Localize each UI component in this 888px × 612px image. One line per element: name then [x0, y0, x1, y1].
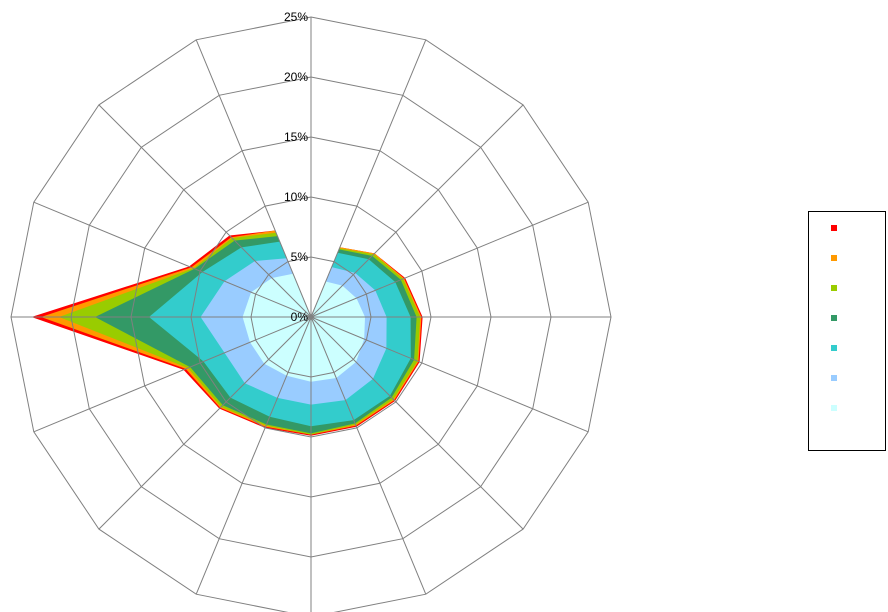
- radar-grid: [10, 16, 612, 612]
- radial-tick-labels: 0% 5% 10% 15% 20% 25%: [284, 10, 308, 324]
- grid-spoke: [310, 316, 427, 595]
- grid-spoke: [310, 104, 524, 318]
- legend-item: [831, 403, 837, 413]
- tick-label: 15%: [284, 130, 308, 144]
- legend-swatch: [831, 405, 837, 411]
- legend-swatch: [831, 225, 837, 231]
- tick-label: 25%: [284, 10, 308, 24]
- legend: [808, 211, 886, 451]
- grid-spoke: [98, 316, 312, 530]
- grid-spoke: [195, 39, 312, 318]
- legend-swatch: [831, 345, 837, 351]
- legend-swatch: [831, 315, 837, 321]
- tick-label: 10%: [284, 190, 308, 204]
- grid-spoke: [310, 201, 589, 318]
- legend-swatch: [831, 375, 837, 381]
- tick-label: 0%: [291, 310, 309, 324]
- grid-spoke: [310, 316, 589, 433]
- legend-item: [831, 283, 837, 293]
- tick-label: 5%: [291, 250, 309, 264]
- grid-spoke: [33, 316, 312, 433]
- grid-spoke: [310, 39, 427, 318]
- series-areas: [31, 230, 423, 436]
- legend-item: [831, 253, 837, 263]
- grid-spoke: [98, 104, 312, 318]
- legend-item: [831, 313, 837, 323]
- legend-item: [831, 343, 837, 353]
- grid-spoke: [310, 316, 524, 530]
- legend-item: [831, 373, 837, 383]
- grid-spoke: [33, 201, 312, 318]
- legend-swatch: [831, 255, 837, 261]
- legend-item: [831, 223, 837, 233]
- tick-label: 20%: [284, 70, 308, 84]
- legend-swatch: [831, 285, 837, 291]
- grid-spoke: [195, 316, 312, 595]
- grid-ring: [10, 16, 612, 612]
